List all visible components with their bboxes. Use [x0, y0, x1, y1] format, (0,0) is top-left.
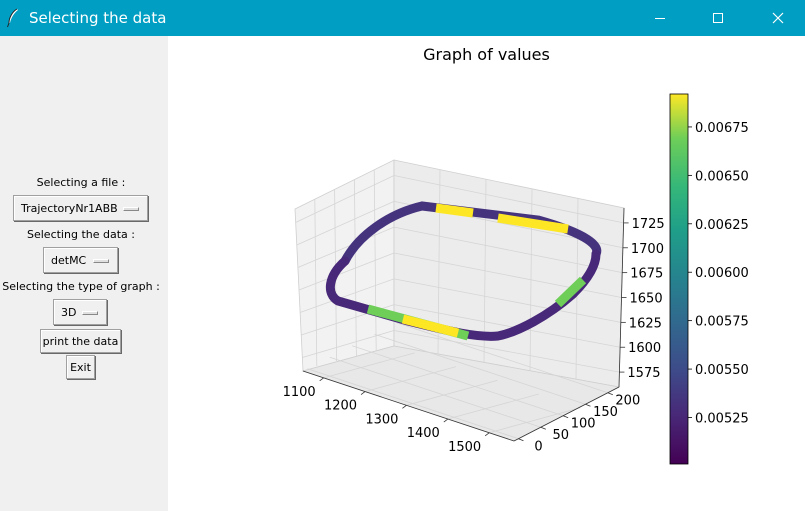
z-tick-label: 1600 — [628, 341, 661, 356]
data-select-value: detMC — [51, 253, 87, 267]
x-axis-line — [302, 370, 515, 442]
axis-ticks — [319, 222, 629, 442]
y-tick-label: 100 — [571, 417, 596, 432]
close-icon — [772, 12, 784, 24]
minimize-button[interactable] — [637, 0, 683, 36]
colorbar-tick-label: 0.00625 — [695, 218, 749, 233]
colorbar — [669, 93, 689, 465]
z-tick-label: 1675 — [630, 267, 663, 282]
file-select-label: Selecting a file : — [36, 176, 126, 189]
feather-icon — [7, 8, 18, 28]
x-tick — [319, 377, 324, 382]
x-tick — [443, 418, 449, 423]
y-tick — [585, 403, 591, 407]
y-tick — [540, 426, 546, 430]
x-tick — [360, 391, 366, 395]
dropdown-indicator-icon — [93, 259, 109, 263]
colorbar-tick-label: 0.00675 — [695, 121, 749, 136]
x-tick-label: 1100 — [283, 385, 316, 400]
colorbar-tick-label: 0.00600 — [695, 266, 749, 281]
file-select[interactable]: TrajectoryNr1ABB — [13, 195, 148, 221]
x-tick-label: 1200 — [324, 399, 357, 414]
y-tick — [563, 415, 569, 419]
colorbar-ticks: 0.00525 0.00550 0.00575 0.00600 0.00625 0.006… — [688, 121, 749, 427]
data-select[interactable]: detMC — [43, 247, 118, 273]
title-bar: Selecting the data — [0, 0, 805, 36]
y-tick-label: 150 — [593, 405, 618, 420]
y-axis-line — [513, 386, 620, 442]
exit-button[interactable]: Exit — [66, 355, 95, 379]
plot-area: Graph of values — [168, 36, 805, 511]
data-select-label: Selecting the data : — [27, 228, 135, 241]
colorbar-tick-label: 0.00525 — [695, 412, 749, 427]
z-tick-label: 1700 — [631, 242, 664, 257]
colorbar-tick-label: 0.00550 — [695, 363, 749, 378]
plot-title: Graph of values — [423, 45, 550, 64]
y-tick-label: 200 — [615, 394, 640, 409]
z-tick-label: 1575 — [627, 366, 660, 381]
x-tick-label: 1300 — [365, 412, 398, 427]
colorbar-tick-label: 0.00650 — [695, 169, 749, 184]
trajectory-back-highlight — [435, 203, 569, 234]
dropdown-indicator-icon — [82, 311, 98, 315]
colorbar-tick-label: 0.00575 — [695, 315, 749, 330]
window-title: Selecting the data — [29, 9, 167, 27]
z-tick-label: 1650 — [630, 292, 663, 307]
y-tick — [607, 392, 613, 396]
x-tick — [402, 404, 407, 409]
file-select-value: TrajectoryNr1ABB — [21, 201, 118, 215]
y-tick-label: 0 — [534, 440, 542, 455]
maximize-button[interactable] — [695, 0, 741, 36]
grid-lines — [295, 169, 624, 440]
maximize-icon — [713, 13, 723, 23]
close-button[interactable] — [755, 0, 801, 36]
minimize-icon — [655, 18, 665, 19]
x-tick-label: 1400 — [407, 426, 440, 441]
graph-type-value: 3D — [61, 305, 77, 319]
z-tick-label: 1625 — [629, 316, 662, 331]
y-tick — [518, 438, 524, 442]
trajectory-front-yellow — [401, 314, 460, 338]
dropdown-indicator-icon — [123, 207, 139, 211]
graph-type-label: Selecting the type of graph : — [2, 280, 160, 293]
x-tick-label: 1500 — [448, 440, 481, 455]
x-tick — [484, 432, 490, 437]
print-data-button[interactable]: print the data — [40, 329, 121, 353]
z-tick-label: 1725 — [632, 217, 665, 232]
graph-type-select[interactable]: 3D — [53, 299, 107, 325]
y-tick-label: 50 — [553, 428, 570, 443]
control-panel: Selecting a file : TrajectoryNr1ABB Sele… — [0, 36, 168, 511]
trajectory-back — [340, 201, 602, 266]
